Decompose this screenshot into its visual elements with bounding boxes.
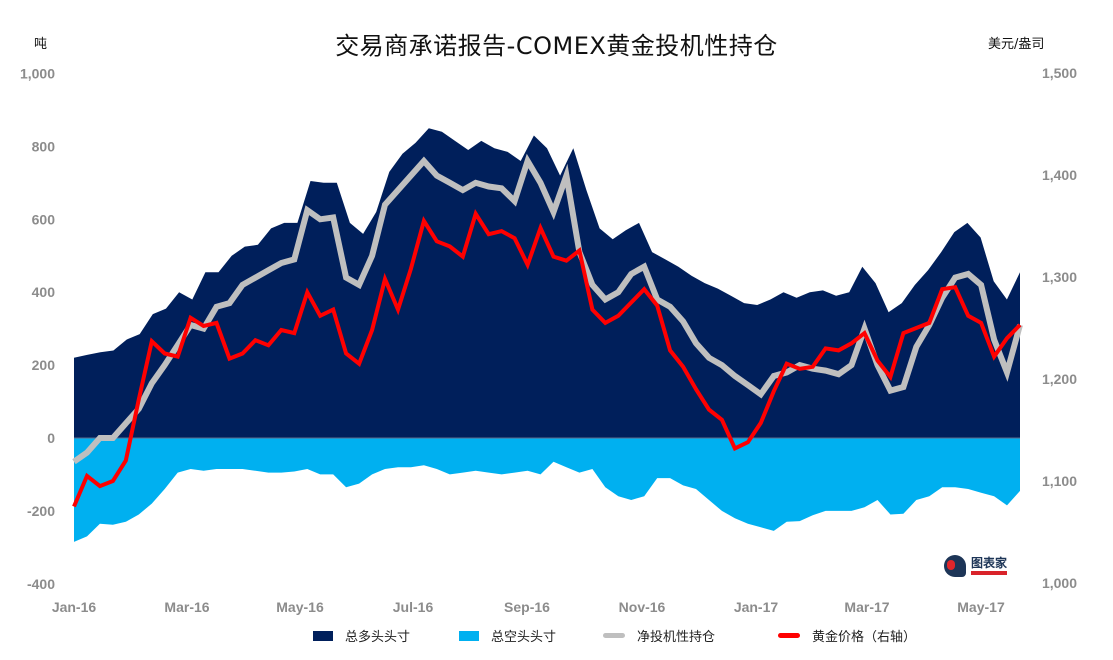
x-tick-label: Jan-17 xyxy=(734,599,779,615)
x-tick-label: Jul-16 xyxy=(393,599,434,615)
right-tick-label: 1,200 xyxy=(1042,371,1077,387)
legend-item-short[interactable]: 总空头头寸 xyxy=(459,626,556,645)
left-axis-ticks: 1,000 800 600 400 200 0 -200 -400 xyxy=(20,66,55,592)
right-tick-label: 1,500 xyxy=(1042,65,1077,81)
x-tick-label: Sep-16 xyxy=(504,599,550,615)
long-position-area xyxy=(74,128,1020,438)
left-tick-label: 1,000 xyxy=(20,66,55,82)
right-tick-label: 1,100 xyxy=(1042,473,1077,489)
legend-item-gold[interactable]: 黄金价格（右轴） xyxy=(778,626,916,645)
area-series xyxy=(74,128,1020,542)
legend-label-gold: 黄金价格（右轴） xyxy=(812,630,917,645)
legend-label-short: 总空头头寸 xyxy=(491,630,557,645)
line-series xyxy=(72,153,1023,508)
chart-title: 交易商承诺报告-COMEX黄金投机性持仓 xyxy=(335,32,778,60)
legend-label-long: 总多头头寸 xyxy=(345,630,411,645)
x-tick-label: Jan-16 xyxy=(52,599,97,615)
logo-underline xyxy=(971,571,1007,575)
left-tick-label: -400 xyxy=(27,576,55,592)
legend-item-net[interactable]: 净投机性持仓 xyxy=(603,626,715,645)
watermark-logo: 图表家 xyxy=(944,555,1007,577)
left-tick-label: 800 xyxy=(32,138,56,154)
left-tick-label: 600 xyxy=(32,211,56,227)
legend-swatch-gold xyxy=(778,633,800,638)
logo-head-icon xyxy=(944,555,966,577)
x-tick-label: Mar-17 xyxy=(844,599,889,615)
chart-legend: 总多头头寸 总空头头寸 净投机性持仓 黄金价格（右轴） xyxy=(0,626,1113,648)
x-tick-label: Nov-16 xyxy=(619,599,666,615)
x-tick-label: May-17 xyxy=(957,599,1005,615)
right-tick-label: 1,400 xyxy=(1042,167,1077,183)
left-axis-unit: 吨 xyxy=(34,37,48,52)
right-tick-label: 1,300 xyxy=(1042,269,1077,285)
left-tick-label: -200 xyxy=(27,503,55,519)
gold-price-line xyxy=(72,209,1022,508)
left-tick-label: 200 xyxy=(32,357,56,373)
legend-swatch-short xyxy=(459,630,479,641)
right-axis-ticks: 1,500 1,400 1,300 1,200 1,100 1,000 xyxy=(1042,65,1077,591)
x-axis-ticks: Jan-16 Mar-16 May-16 Jul-16 Sep-16 Nov-16 Jan-… xyxy=(52,599,1005,615)
short-position-area xyxy=(74,438,1020,542)
legend-item-long[interactable]: 总多头头寸 xyxy=(313,626,410,645)
legend-swatch-net xyxy=(603,633,625,638)
left-tick-label: 400 xyxy=(32,284,56,300)
x-tick-label: Mar-16 xyxy=(164,599,209,615)
right-tick-label: 1,000 xyxy=(1042,575,1077,591)
logo-text: 图表家 xyxy=(971,556,1008,570)
right-axis-unit: 美元/盎司 xyxy=(988,37,1045,52)
legend-swatch-long xyxy=(313,630,333,641)
legend-label-net: 净投机性持仓 xyxy=(637,630,716,645)
x-tick-label: May-16 xyxy=(276,599,324,615)
left-tick-label: 0 xyxy=(47,430,55,446)
